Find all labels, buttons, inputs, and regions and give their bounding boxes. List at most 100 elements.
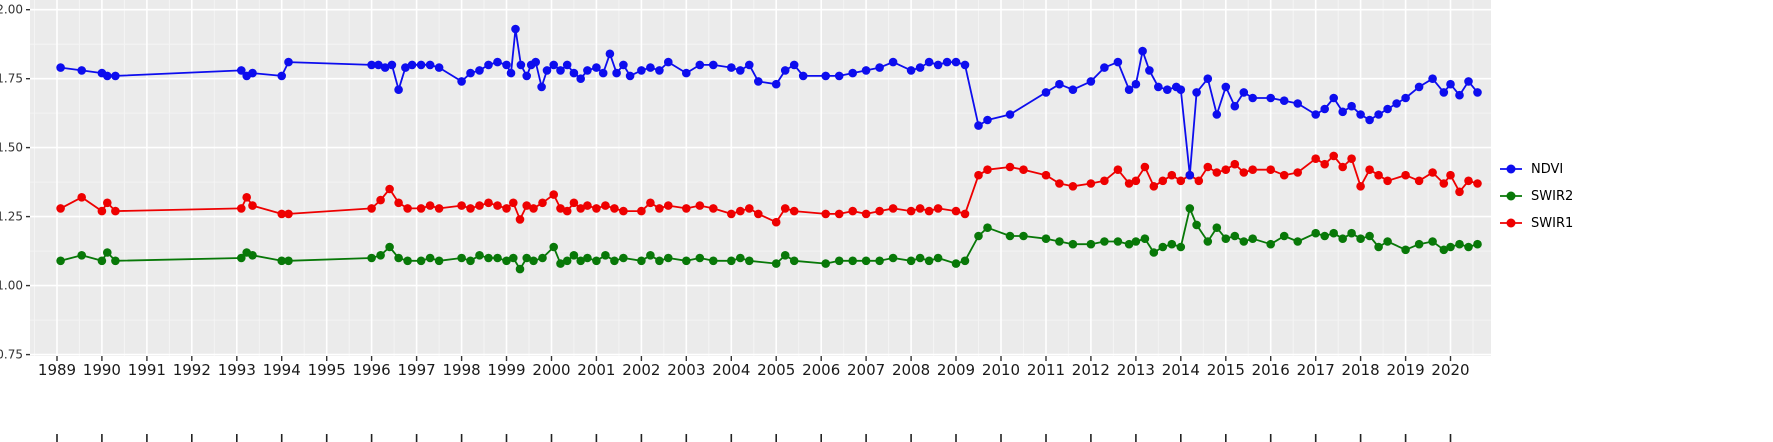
data-point-swir2 [1356,234,1365,243]
x-tick-label: 1989 [38,361,76,379]
data-point-swir1 [1239,168,1249,177]
data-point-ndvi [933,60,943,70]
data-point-ndvi [821,71,830,81]
data-point-swir1 [983,165,992,174]
data-point-swir1 [1131,176,1141,186]
data-point-swir1 [583,201,592,210]
x-tick-label: 2005 [757,361,795,379]
data-point-swir1 [502,204,511,213]
data-point-swir1 [111,206,120,216]
data-point-swir1 [242,193,251,202]
data-point-swir2 [425,253,435,263]
legend-label: SWIR1 [1531,215,1574,231]
data-point-ndvi [1176,85,1186,94]
data-point-swir2 [103,248,112,257]
data-point-swir2 [771,259,781,268]
data-point-ndvi [522,71,531,81]
data-point-swir2 [493,253,502,263]
data-point-ndvi [516,60,526,70]
data-point-ndvi [1185,170,1195,180]
data-point-swir2 [385,242,394,252]
data-point-ndvi [592,63,601,72]
data-point-ndvi [709,60,718,70]
data-point-ndvi [1428,74,1437,83]
data-point-swir2 [1167,239,1177,249]
data-point-swir1 [745,204,754,213]
data-point-ndvi [861,66,871,75]
data-point-swir1 [367,204,376,213]
data-point-swir2 [394,253,403,263]
data-point-swir1 [77,193,86,202]
data-point-swir1 [1055,179,1064,188]
x-tick-label: 2017 [1297,361,1335,379]
data-point-ndvi [1383,104,1392,114]
x-tick-label: 1997 [398,361,436,379]
data-point-ndvi [1131,79,1141,89]
data-point-swir2 [1439,245,1449,255]
data-point-ndvi [682,68,691,78]
data-point-swir2 [284,256,293,266]
data-point-swir1 [1113,165,1123,174]
data-point-swir1 [529,204,538,213]
data-point-swir2 [1464,242,1473,252]
data-point-ndvi [1068,85,1078,94]
data-point-ndvi [511,24,520,34]
data-point-swir1 [1320,159,1329,169]
data-point-swir1 [457,201,466,210]
data-point-swir2 [1192,220,1201,230]
data-point-swir1 [509,198,518,208]
data-point-ndvi [960,60,970,70]
data-point-swir2 [1158,242,1168,252]
data-point-swir1 [1019,165,1028,174]
data-point-swir1 [682,204,691,213]
data-point-ndvi [1203,74,1213,83]
data-point-swir2 [509,253,518,263]
data-point-swir1 [484,198,493,208]
data-point-swir2 [502,256,511,266]
data-point-swir1 [754,209,763,219]
data-point-swir1 [1439,179,1449,188]
data-point-swir1 [562,206,572,216]
data-point-swir1 [848,206,857,216]
data-point-swir2 [933,253,943,263]
data-point-swir1 [875,206,884,216]
data-point-ndvi [1113,57,1123,67]
data-point-swir2 [834,256,844,266]
data-point-ndvi [1365,115,1374,125]
data-point-swir2 [1320,231,1329,241]
data-point-ndvi [1138,46,1147,56]
y-tick-label: 1.00 [0,279,23,293]
data-point-swir2 [592,256,601,266]
data-point-swir1 [284,209,293,219]
x-tick-label: 2008 [892,361,930,379]
data-point-ndvi [1154,82,1163,92]
data-point-swir1 [1279,170,1289,180]
data-point-ndvi [1279,96,1289,105]
data-point-swir1 [951,206,961,216]
data-point-ndvi [284,57,293,67]
x-tick-label: 2002 [622,361,660,379]
data-point-ndvi [771,79,781,89]
x-tick-label: 2020 [1431,361,1469,379]
data-point-ndvi [1086,77,1096,86]
x-tick-label: 1999 [487,361,525,379]
data-point-swir2 [709,256,718,266]
legend-item-swir1: SWIR1 [1498,214,1573,232]
data-point-swir1 [610,204,619,213]
data-point-swir2 [1455,239,1464,249]
x-tick-label: 1993 [218,361,256,379]
data-point-ndvi [625,71,635,81]
data-point-swir2 [1365,231,1374,241]
data-point-swir2 [1055,237,1064,246]
legend-label: NDVI [1531,161,1564,177]
data-point-ndvi [1439,88,1449,97]
data-point-ndvi [695,60,705,70]
data-point-ndvi [425,60,435,70]
data-point-swir1 [403,204,412,213]
data-point-swir1 [538,198,547,208]
data-point-swir2 [1374,242,1383,252]
data-point-swir2 [1068,239,1078,249]
x-tick-label: 2004 [712,361,750,379]
data-point-swir1 [1230,159,1240,169]
data-point-ndvi [1124,85,1134,94]
